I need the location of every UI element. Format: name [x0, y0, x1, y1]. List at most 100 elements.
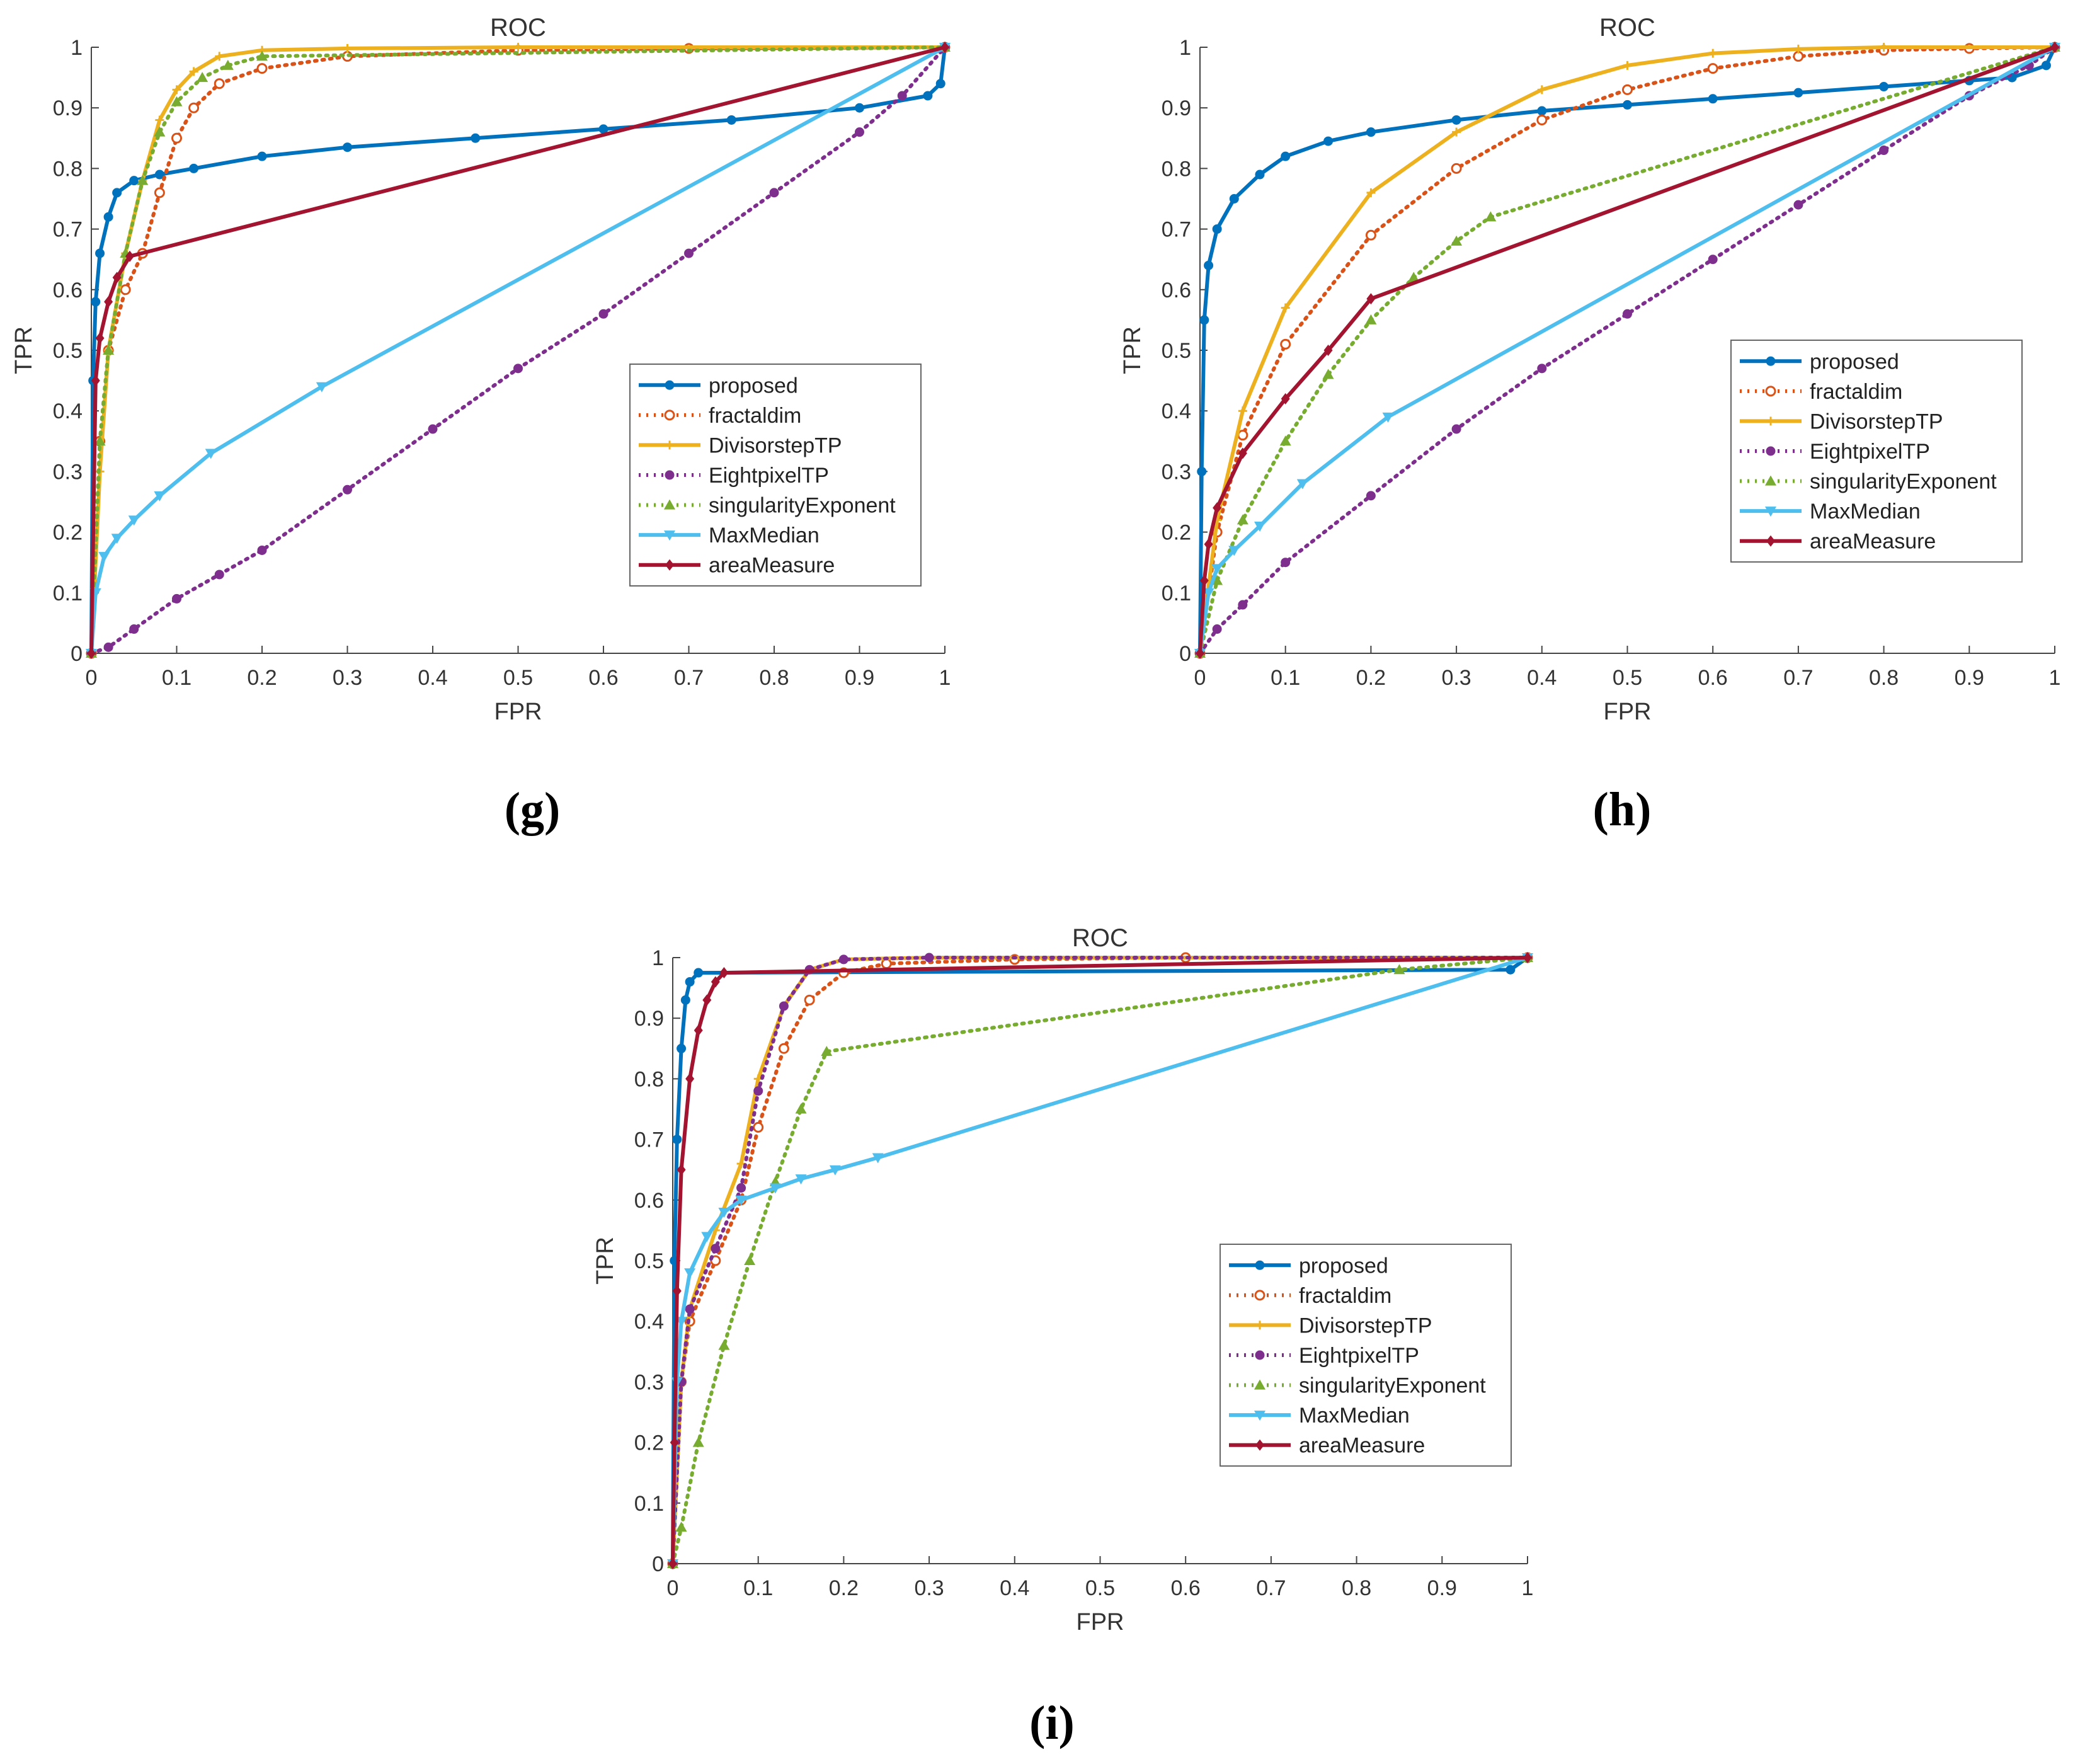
x-tick-label: 0.8 [1342, 1576, 1371, 1600]
data-point-MaxMedian [684, 1268, 696, 1279]
data-point-singularityExponent [744, 1255, 756, 1265]
data-point-fractaldim [778, 1043, 789, 1054]
x-tick-label: 0.6 [1698, 666, 1728, 690]
data-point-areaMeasure [677, 1164, 686, 1176]
data-point-proposed [672, 1135, 682, 1145]
legend-label-MaxMedian: MaxMedian [1810, 500, 1921, 524]
x-tick-label: 1 [1522, 1576, 1534, 1600]
data-point-DivisorstepTP [343, 43, 352, 53]
data-point-proposed [1623, 100, 1632, 110]
y-tick-label: 0.3 [634, 1370, 664, 1394]
x-tick-label: 0.2 [829, 1576, 859, 1600]
data-point-singularityExponent [1279, 435, 1291, 446]
data-point-EightpixelTP [897, 91, 907, 101]
data-point-proposed [1708, 94, 1718, 104]
data-point-singularityExponent [1322, 369, 1334, 379]
data-point-areaMeasure [87, 648, 96, 659]
y-tick-label: 0.4 [634, 1310, 664, 1334]
data-point-EightpixelTP [753, 1086, 763, 1096]
legend-marker-EightpixelTP [1766, 446, 1776, 456]
data-point-proposed [1879, 82, 1889, 92]
data-point-proposed [1204, 260, 1214, 270]
data-point-proposed [1281, 151, 1291, 161]
y-tick-label: 0.7 [1162, 218, 1191, 242]
data-point-EightpixelTP [214, 570, 224, 580]
legend-label-fractaldim: fractaldim [1299, 1284, 1391, 1308]
data-point-DivisorstepTP [1281, 303, 1290, 312]
legend-label-proposed: proposed [1810, 350, 1899, 374]
data-point-areaMeasure [1281, 392, 1290, 404]
legend-label-DivisorstepTP: DivisorstepTP [1299, 1314, 1432, 1337]
y-axis-label: TPR [1119, 326, 1146, 374]
y-tick-label: 0.9 [1162, 96, 1191, 120]
data-point-singularityExponent [222, 59, 234, 70]
data-point-proposed [1793, 88, 1803, 98]
data-point-singularityExponent [1365, 314, 1377, 324]
y-tick-label: 0.8 [1162, 157, 1191, 181]
data-point-DivisorstepTP [1366, 188, 1376, 197]
data-point-areaMeasure [1238, 447, 1247, 459]
y-tick-label: 1 [71, 36, 83, 60]
data-point-areaMeasure [702, 994, 712, 1006]
data-point-areaMeasure [112, 272, 122, 284]
x-tick-label: 0.3 [333, 666, 362, 690]
data-point-singularityExponent [1408, 272, 1420, 282]
series-line-EightpixelTP [1198, 45, 2057, 655]
legend-label-areaMeasure: areaMeasure [1299, 1434, 1425, 1458]
panel-label-i: (i) [1029, 1697, 1075, 1750]
legend-marker-singularityExponent [1254, 1379, 1265, 1390]
data-point-EightpixelTP [855, 127, 864, 137]
data-point-DivisorstepTP [1452, 127, 1461, 137]
data-point-proposed [1451, 115, 1461, 125]
legend-label-singularityExponent: singularityExponent [709, 494, 896, 518]
data-point-fractaldim [120, 284, 131, 295]
legend-marker-singularityExponent [1765, 475, 1776, 486]
y-tick-label: 0.9 [53, 96, 83, 120]
y-tick-label: 0.5 [634, 1249, 664, 1273]
data-point-MaxMedian [128, 515, 140, 526]
legend-label-proposed: proposed [709, 374, 798, 398]
data-point-areaMeasure [1323, 345, 1333, 356]
series-line-areaMeasure [671, 956, 1529, 1566]
x-tick-label: 0.3 [914, 1576, 944, 1600]
data-point-proposed [680, 995, 690, 1005]
data-point-singularityExponent [1237, 514, 1248, 525]
x-tick-label: 0.4 [1000, 1576, 1029, 1600]
data-point-fractaldim [256, 63, 268, 74]
y-tick-label: 0.3 [53, 460, 83, 484]
y-tick-label: 0.5 [1162, 339, 1191, 363]
x-tick-label: 0.9 [1955, 666, 1984, 690]
roc-panel-g: ROC 0 0.1 0.2 0.3 0.4 0.5 0.6 0.7 0.8 0.9 1 0 0.1 0.2 0… [11, 14, 951, 725]
data-point-areaMeasure [125, 250, 134, 262]
y-tick-label: 0.7 [53, 218, 83, 242]
y-tick-label: 0.8 [53, 157, 83, 181]
y-tick-label: 0.4 [53, 399, 83, 423]
x-axis-label: FPR [494, 699, 542, 725]
data-point-singularityExponent [795, 1103, 807, 1114]
data-point-MaxMedian [111, 534, 123, 544]
data-point-DivisorstepTP [1238, 406, 1247, 416]
data-point-areaMeasure [104, 296, 113, 308]
x-tick-label: 0 [86, 666, 98, 690]
data-point-proposed [154, 169, 164, 180]
data-point-EightpixelTP [924, 953, 934, 963]
x-tick-label: 0.2 [1356, 666, 1386, 690]
data-point-DivisorstepTP [155, 115, 164, 125]
x-axis-label: FPR [1077, 1609, 1124, 1635]
data-point-proposed [471, 133, 481, 143]
series-line-fractaldim [89, 45, 947, 655]
y-tick-label: 0.6 [1162, 278, 1191, 302]
legend-label-fractaldim: fractaldim [1810, 380, 1902, 404]
data-point-EightpixelTP [1238, 600, 1248, 610]
y-tick-label: 1 [652, 946, 664, 970]
data-point-areaMeasure [1213, 502, 1222, 514]
data-point-MaxMedian [1296, 479, 1308, 490]
y-tick-label: 0.5 [53, 339, 83, 363]
x-tick-label: 0.5 [1613, 666, 1642, 690]
y-tick-label: 0.1 [53, 581, 83, 605]
data-point-MaxMedian [675, 1317, 687, 1327]
legend: proposed fractaldim DivisorstepTP Eightpixe… [629, 364, 922, 587]
data-point-EightpixelTP [684, 248, 694, 258]
data-point-proposed [1323, 136, 1334, 146]
data-point-singularityExponent [821, 1046, 833, 1057]
